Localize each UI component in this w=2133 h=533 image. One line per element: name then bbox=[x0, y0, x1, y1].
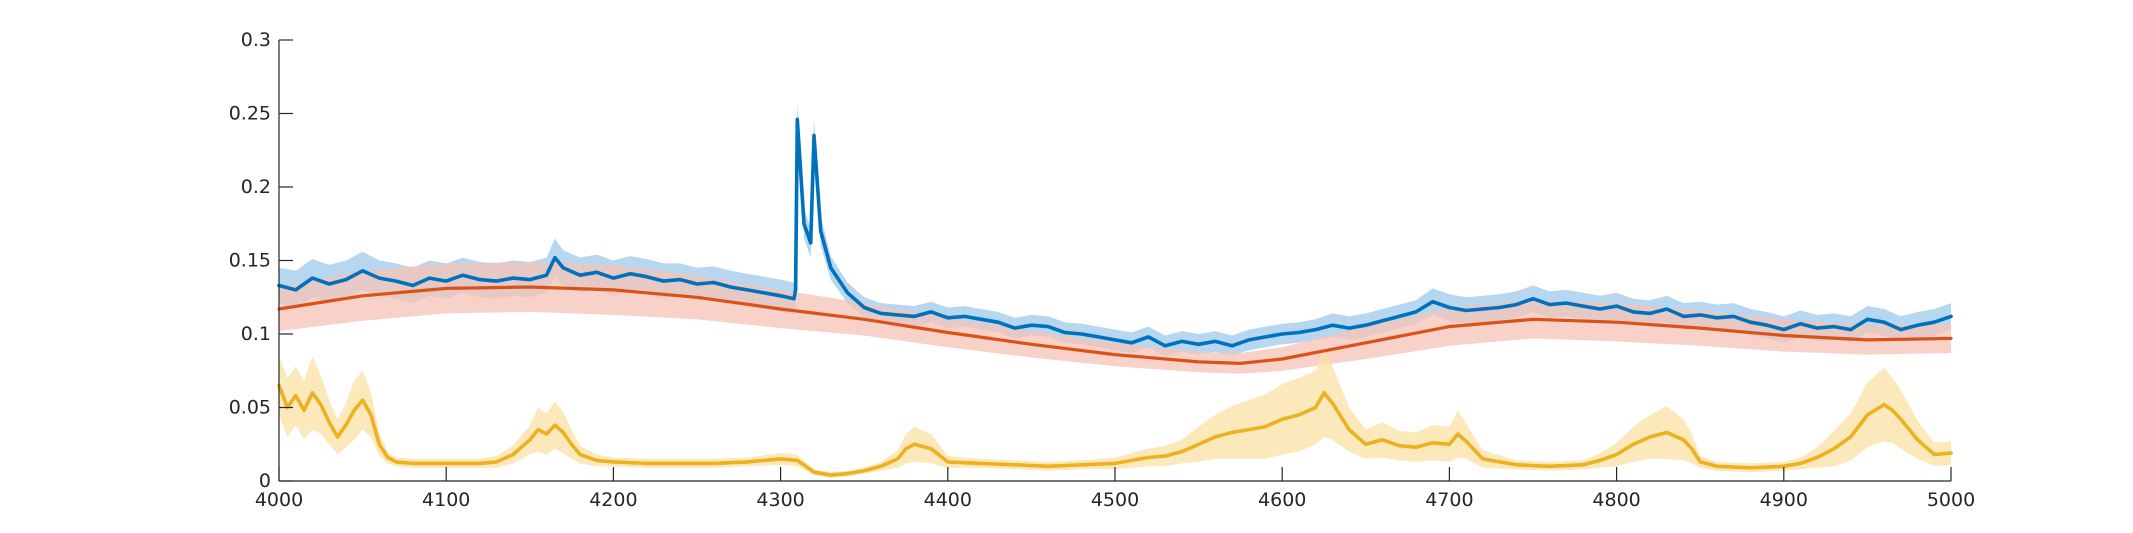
x-tick-label: 5000 bbox=[1927, 489, 1975, 511]
y-tick-label: 0.2 bbox=[241, 176, 271, 198]
axes: 0 0.05 0.1 0.15 0.2 0.25 0.3 4000 4100 4200 4300 44… bbox=[229, 29, 1975, 511]
x-tick-label: 4400 bbox=[924, 489, 972, 511]
series-lines bbox=[277, 117, 1953, 477]
x-tick-label: 4000 bbox=[255, 489, 303, 511]
x-tick-label: 4800 bbox=[1592, 489, 1640, 511]
x-tick-label: 4900 bbox=[1760, 489, 1808, 511]
x-tick-label: 4700 bbox=[1425, 489, 1473, 511]
y-tick-label: 0.1 bbox=[241, 323, 271, 345]
y-tick-label: 0.15 bbox=[229, 250, 271, 272]
x-tick-label: 4500 bbox=[1091, 489, 1139, 511]
y-tick-label: 0.3 bbox=[241, 29, 271, 51]
x-tick-label: 4200 bbox=[589, 489, 637, 511]
x-tick-label: 4600 bbox=[1258, 489, 1306, 511]
x-tick-label: 4300 bbox=[756, 489, 804, 511]
y-tick-label: 0.25 bbox=[229, 103, 271, 125]
y-tick-label: 0 bbox=[259, 470, 271, 492]
series-2-band bbox=[279, 262, 1951, 374]
series-2-line bbox=[277, 285, 1953, 365]
x-tick-label: 4100 bbox=[422, 489, 470, 511]
y-tick-label: 0.05 bbox=[229, 397, 271, 419]
series-3-line bbox=[277, 383, 1953, 477]
confidence-bands bbox=[279, 101, 1951, 479]
series-1-line bbox=[277, 117, 1953, 348]
